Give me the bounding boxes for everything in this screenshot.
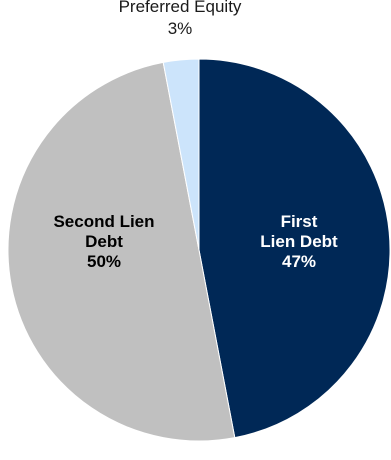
slice-label-line: 3%	[168, 19, 193, 38]
pie-labels: First Lien Debt 47% Second Lien Debt 50% Prefe…	[53, 0, 338, 271]
pie-slice-first-lien-debt	[198, 58, 391, 439]
slice-label-line: Debt	[85, 232, 123, 251]
slice-label-line: Lien Debt	[260, 232, 338, 251]
pie-slice-second-lien-debt	[7, 61, 236, 442]
slice-label-line: First	[281, 212, 318, 231]
pie-slice-preferred-equity	[162, 58, 200, 251]
pie-slices	[7, 58, 391, 442]
slice-label-line: Preferred Equity	[119, 0, 242, 16]
slice-label-line: Second Lien	[53, 212, 154, 231]
slice-label-line: 47%	[282, 252, 316, 271]
slice-label-second-lien-debt: Second Lien Debt 50%	[53, 212, 154, 271]
slice-label-line: 50%	[87, 252, 121, 271]
slice-label-first-lien-debt: First Lien Debt 47%	[260, 212, 338, 271]
slice-label-preferred-equity: Preferred Equity 3%	[119, 0, 242, 38]
